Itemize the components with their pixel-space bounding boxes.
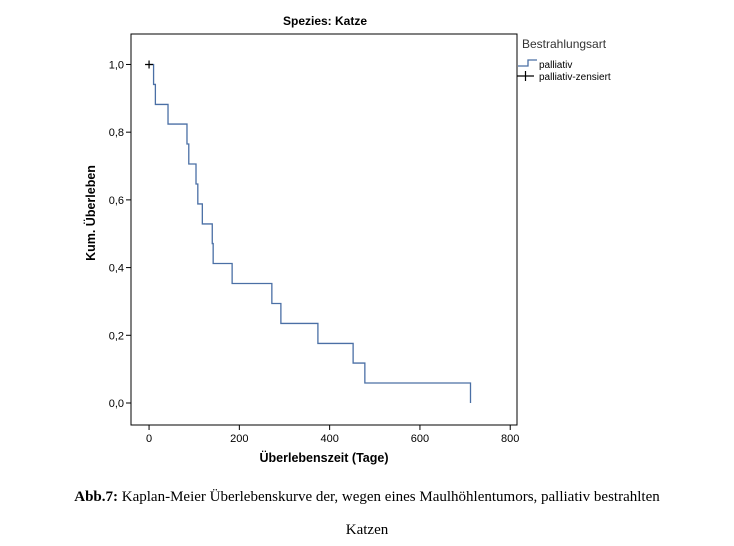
legend-label-palliativ: palliativ	[539, 60, 572, 71]
x-tick-label: 600	[411, 433, 429, 445]
figure-caption-text: Kaplan-Meier Überlebenskurve der, wegen …	[118, 489, 660, 505]
x-tick-label: 400	[320, 433, 338, 445]
x-tick-label: 200	[230, 433, 248, 445]
chart-title: Spezies: Katze	[283, 14, 367, 28]
legend-swatch-palliativ	[518, 59, 537, 67]
y-tick-label: 0,0	[109, 398, 124, 410]
censored-mark	[145, 60, 154, 69]
y-axis-label: Kum. Überleben	[83, 165, 98, 261]
y-axis: 0,0 0,2 0,4 0,6 0,8 1,0	[109, 59, 131, 410]
y-tick-label: 0,4	[109, 263, 124, 275]
figure-caption-line2: Katzen	[345, 522, 389, 538]
legend: Bestrahlungsart palliativpalliativ-zensi…	[517, 37, 611, 83]
x-axis: 0 200 400 600 800	[146, 425, 519, 445]
legend-title: Bestrahlungsart	[522, 37, 607, 51]
kaplan-meier-chart: Spezies: Katze 0,0 0,2 0,4 0,6 0,8 1,0 0 200 40…	[83, 14, 611, 465]
figure-label: Abb.7:	[74, 489, 119, 505]
y-tick-label: 1,0	[109, 59, 124, 71]
x-tick-label: 800	[501, 433, 519, 445]
legend-label-censored: palliativ-zensiert	[539, 72, 611, 83]
y-tick-label: 0,2	[109, 330, 124, 342]
survival-curve-palliativ	[149, 63, 472, 403]
plot-area-frame	[130, 33, 518, 426]
y-tick-label: 0,8	[109, 127, 124, 139]
series-layer	[145, 60, 472, 403]
figure-caption-line1: Abb.7: Kaplan-Meier Überlebenskurve der,…	[0, 489, 734, 506]
legend-swatch-censored	[517, 71, 534, 81]
y-tick-label: 0,6	[109, 195, 124, 207]
x-tick-label: 0	[146, 433, 152, 445]
x-axis-label: Überlebenszeit (Tage)	[260, 450, 389, 465]
